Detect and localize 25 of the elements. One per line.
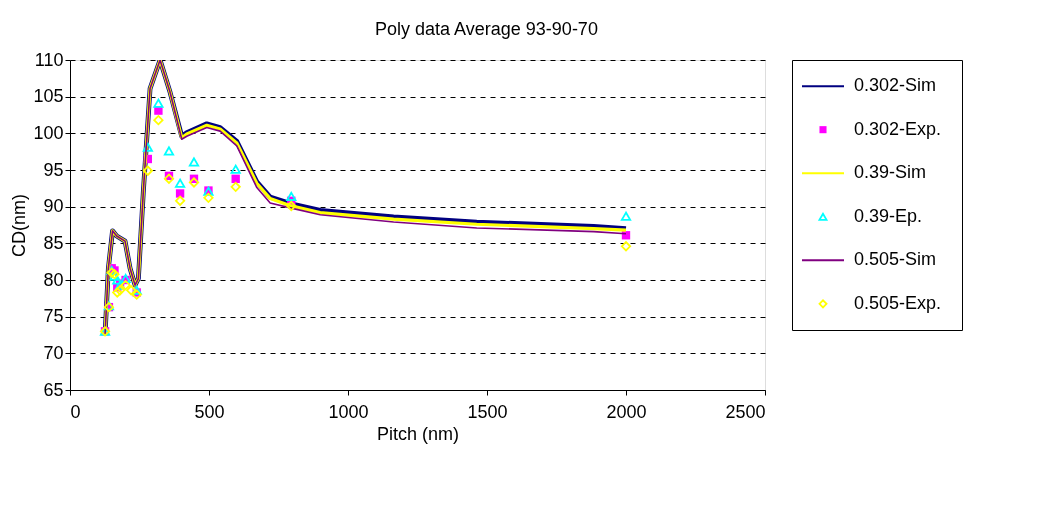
- legend-label: 0.302-Sim: [854, 75, 937, 96]
- x-tick-label: 2500: [725, 401, 766, 422]
- legend-label: 0.39-Ep.: [854, 205, 923, 226]
- legend-label: 0.39-Sim: [854, 162, 927, 183]
- legend-label: 0.505-Sim: [854, 249, 937, 270]
- y-tick-label: 105: [33, 86, 64, 107]
- legend-label: 0.302-Exp.: [854, 118, 942, 139]
- y-tick-label: 75: [43, 306, 64, 327]
- y-tick-label: 65: [43, 379, 64, 400]
- y-tick-label: 100: [33, 122, 64, 143]
- x-tick-label: 500: [194, 401, 225, 422]
- y-tick-label: 110: [34, 49, 64, 70]
- y-tick-label: 95: [43, 159, 64, 180]
- x-axis-title: Pitch (nm): [376, 423, 460, 444]
- x-tick-label: 0: [70, 401, 81, 422]
- legend-label: 0.505-Exp.: [854, 292, 942, 313]
- x-tick-label: 1500: [467, 401, 508, 422]
- y-tick-label: 85: [43, 232, 64, 253]
- chart-title: Poly data Average 93-90-70: [375, 18, 598, 39]
- y-tick-label: 80: [43, 269, 64, 290]
- y-tick-label: 90: [43, 196, 64, 217]
- y-axis-title: CD(nm): [9, 194, 30, 257]
- y-tick-label: 70: [43, 342, 64, 363]
- x-tick-label: 1000: [328, 401, 369, 422]
- x-tick-label: 2000: [606, 401, 647, 422]
